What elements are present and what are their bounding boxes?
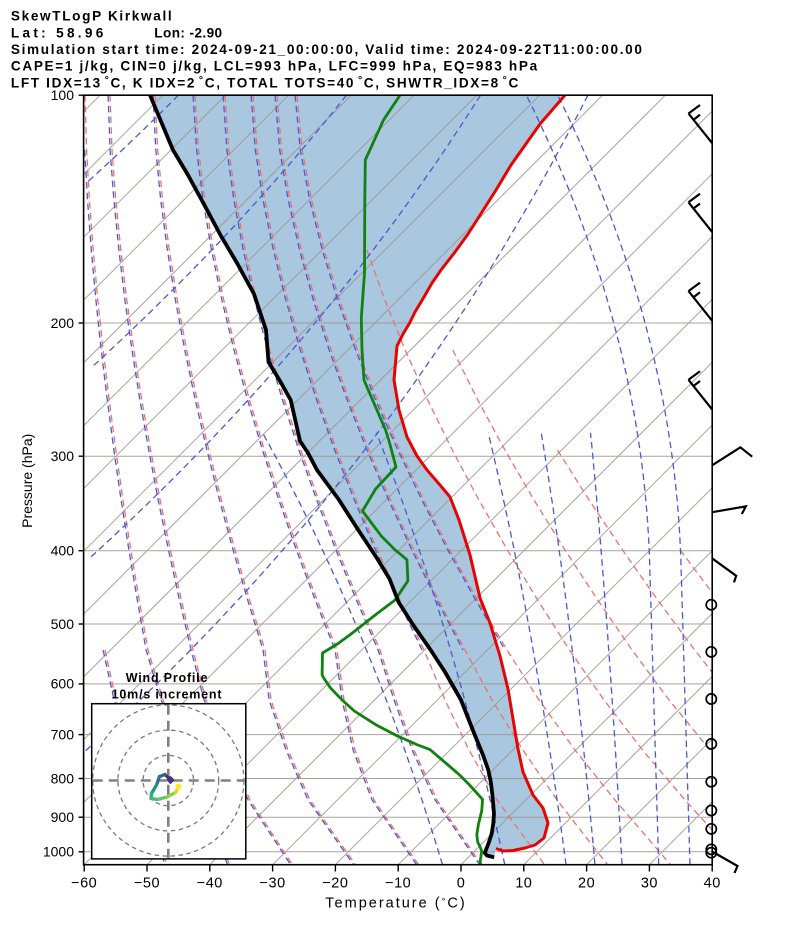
svg-text:−40: −40 <box>197 876 223 892</box>
svg-text:−30: −30 <box>260 876 286 892</box>
svg-text:−60: −60 <box>71 876 97 892</box>
svg-text:−10: −10 <box>385 876 411 892</box>
svg-text:30: 30 <box>641 876 658 892</box>
svg-text:20: 20 <box>578 876 595 892</box>
svg-text:700: 700 <box>51 726 75 742</box>
svg-text:−50: −50 <box>134 876 160 892</box>
svg-text:10: 10 <box>515 876 532 892</box>
svg-text:SkewTLogP Kirkwall: SkewTLogP Kirkwall <box>11 9 173 24</box>
svg-text:500: 500 <box>51 616 75 632</box>
svg-text:Lat: 58.96: Lat: 58.96 <box>11 25 107 40</box>
svg-text:100: 100 <box>51 87 75 103</box>
svg-text:10m/s increment: 10m/s increment <box>112 688 223 702</box>
svg-text:900: 900 <box>51 809 75 825</box>
svg-text:40: 40 <box>704 876 721 892</box>
svg-text:CAPE=1 j/kg, CIN=0 j/kg, LCL=9: CAPE=1 j/kg, CIN=0 j/kg, LCL=993 hPa, LF… <box>11 59 539 74</box>
svg-text:Lon: -2.90: Lon: -2.90 <box>154 25 222 40</box>
svg-text:600: 600 <box>51 676 75 692</box>
svg-text:200: 200 <box>51 315 75 331</box>
svg-text:LFT IDX=13 °C, K IDX=2 °C, TOT: LFT IDX=13 °C, K IDX=2 °C, TOTAL TOTS=40… <box>11 74 520 91</box>
svg-text:Pressure (hPa): Pressure (hPa) <box>19 434 35 528</box>
svg-text:300: 300 <box>51 448 75 464</box>
svg-text:400: 400 <box>51 543 75 559</box>
svg-text:−20: −20 <box>322 876 348 892</box>
svg-text:Simulation start time: 2024-09: Simulation start time: 2024-09-21_00:00:… <box>11 42 644 57</box>
svg-text:0: 0 <box>457 876 466 892</box>
svg-text:Temperature (°C): Temperature (°C) <box>325 896 466 912</box>
svg-text:800: 800 <box>51 770 75 786</box>
svg-text:1000: 1000 <box>43 844 74 860</box>
svg-text:Wind Profile: Wind Profile <box>126 671 208 685</box>
